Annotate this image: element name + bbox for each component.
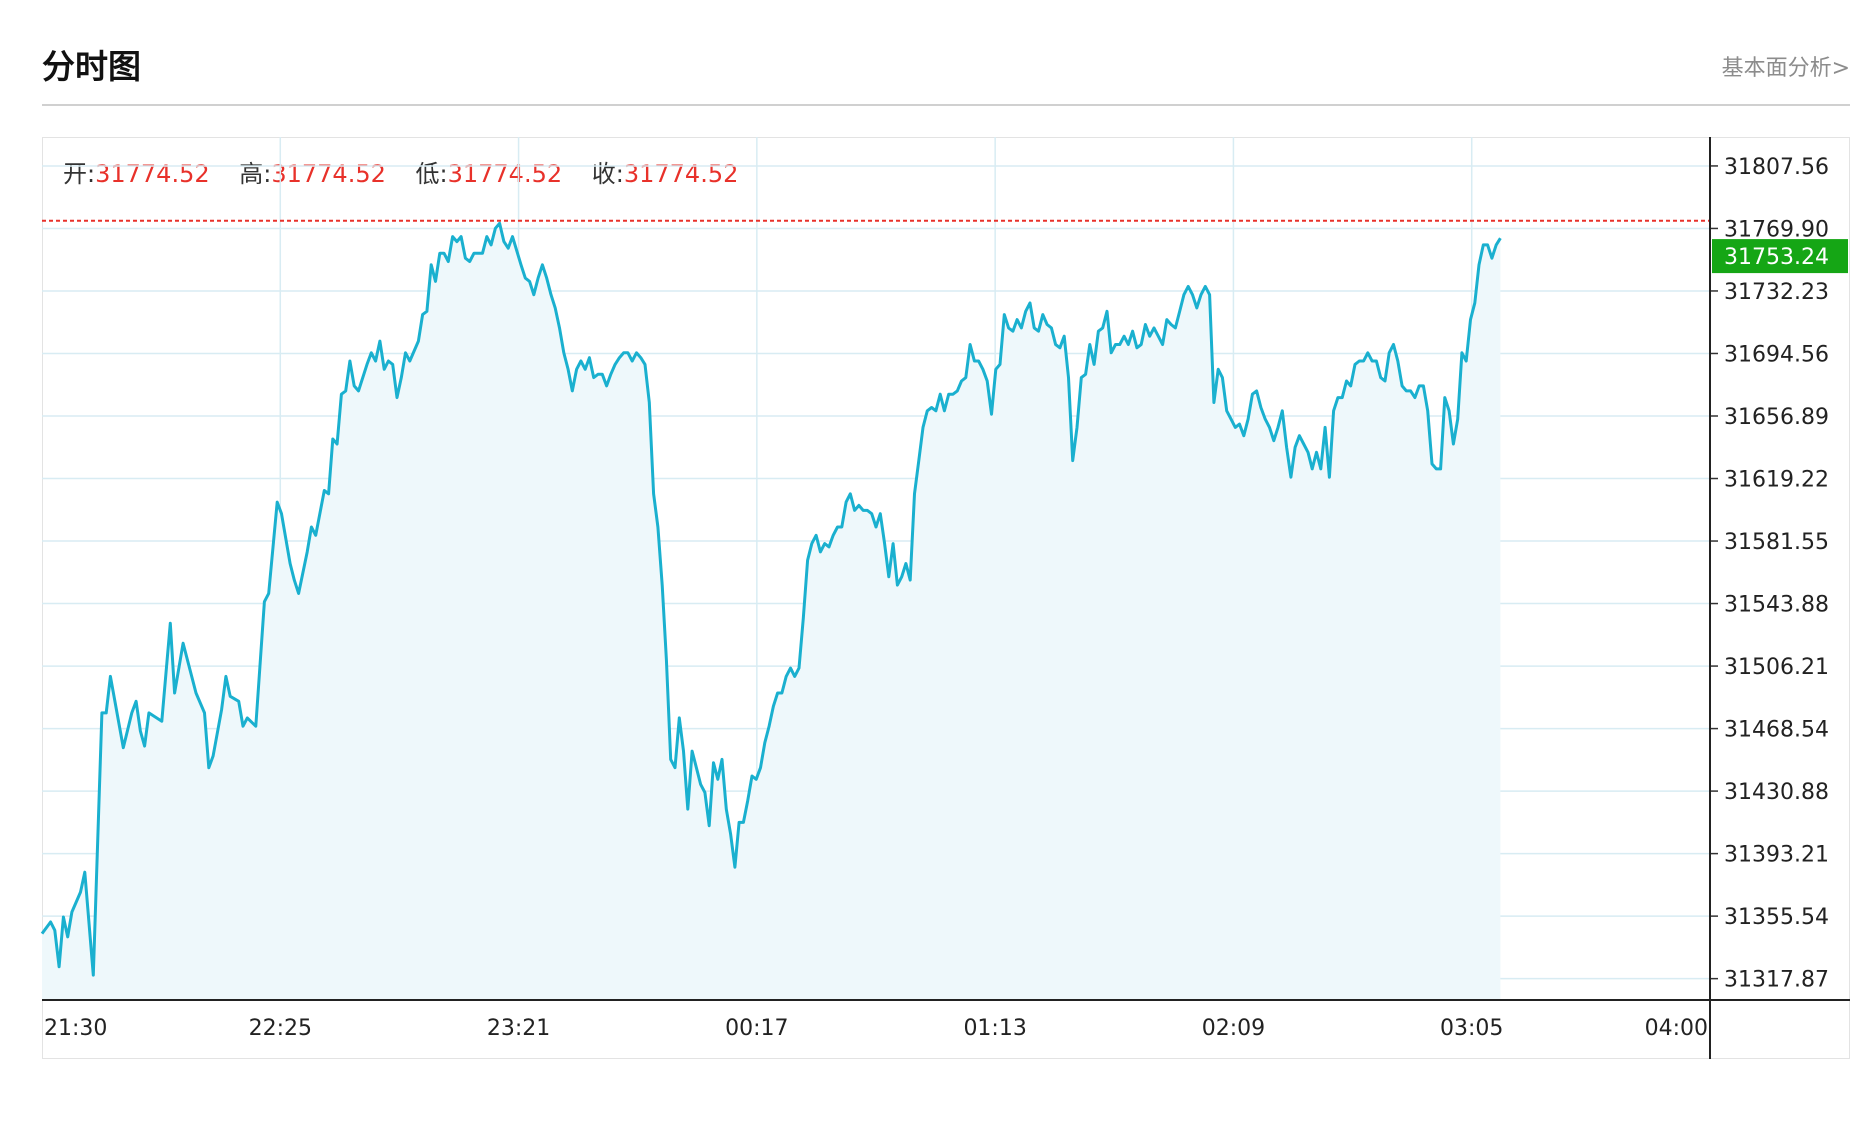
low-label: 低: (415, 160, 448, 188)
y-tick-label: 31656.89 (1724, 405, 1829, 430)
page-title: 分时图 (42, 47, 141, 86)
y-tick-label: 31769.90 (1724, 217, 1829, 242)
fundamental-analysis-link[interactable]: 基本面分析> (1721, 56, 1850, 81)
open-label: 开: (63, 160, 96, 188)
close-value: 31774.52 (623, 160, 739, 188)
x-tick-label: 00:17 (725, 1016, 788, 1041)
y-tick-label: 31355.54 (1724, 905, 1829, 930)
y-tick-label: 31543.88 (1724, 593, 1829, 618)
open-readout: 开:31774.52 (63, 160, 210, 188)
x-tick-label: 01:13 (963, 1016, 1026, 1041)
x-tick-label: 22:25 (249, 1016, 312, 1041)
current-price-tag (1712, 239, 1848, 274)
low-value: 31774.52 (447, 160, 563, 188)
price-line[interactable] (40, 221, 1502, 977)
price-area-fill (42, 223, 1501, 1001)
current-price-label: 31753.24 (1724, 245, 1829, 270)
y-tick-label: 31468.54 (1724, 718, 1829, 743)
close-readout: 收:31774.52 (592, 160, 739, 188)
y-tick-label: 31619.22 (1724, 468, 1829, 493)
y-tick-label: 31317.87 (1724, 968, 1829, 993)
y-tick-label: 31807.56 (1724, 155, 1829, 180)
chart-frame (42, 137, 1850, 1059)
close-label: 收: (591, 160, 624, 188)
y-tick-label: 31506.21 (1724, 655, 1829, 680)
x-tick-label: 21:30 (44, 1016, 107, 1041)
ohlc-readout: 开:31774.52 高:31774.52 低:31774.52 收:31774… (63, 154, 760, 189)
y-tick-label: 31694.56 (1724, 342, 1829, 367)
high-label: 高: (239, 160, 272, 188)
y-tick-label: 31581.55 (1724, 530, 1829, 555)
y-tick-label: 31732.23 (1724, 280, 1829, 305)
low-readout: 低:31774.52 (416, 160, 563, 188)
high-readout: 高:31774.52 (239, 160, 386, 188)
header-divider (42, 104, 1850, 106)
x-tick-label: 04:00 (1645, 1016, 1708, 1041)
x-tick-label: 02:09 (1202, 1016, 1265, 1041)
y-tick-label: 31430.88 (1724, 780, 1829, 805)
open-value: 31774.52 (95, 160, 210, 188)
high-value: 31774.52 (271, 160, 386, 188)
y-tick-label: 31393.21 (1724, 843, 1829, 868)
x-tick-label: 23:21 (487, 1016, 550, 1041)
x-tick-label: 03:05 (1440, 1016, 1503, 1041)
